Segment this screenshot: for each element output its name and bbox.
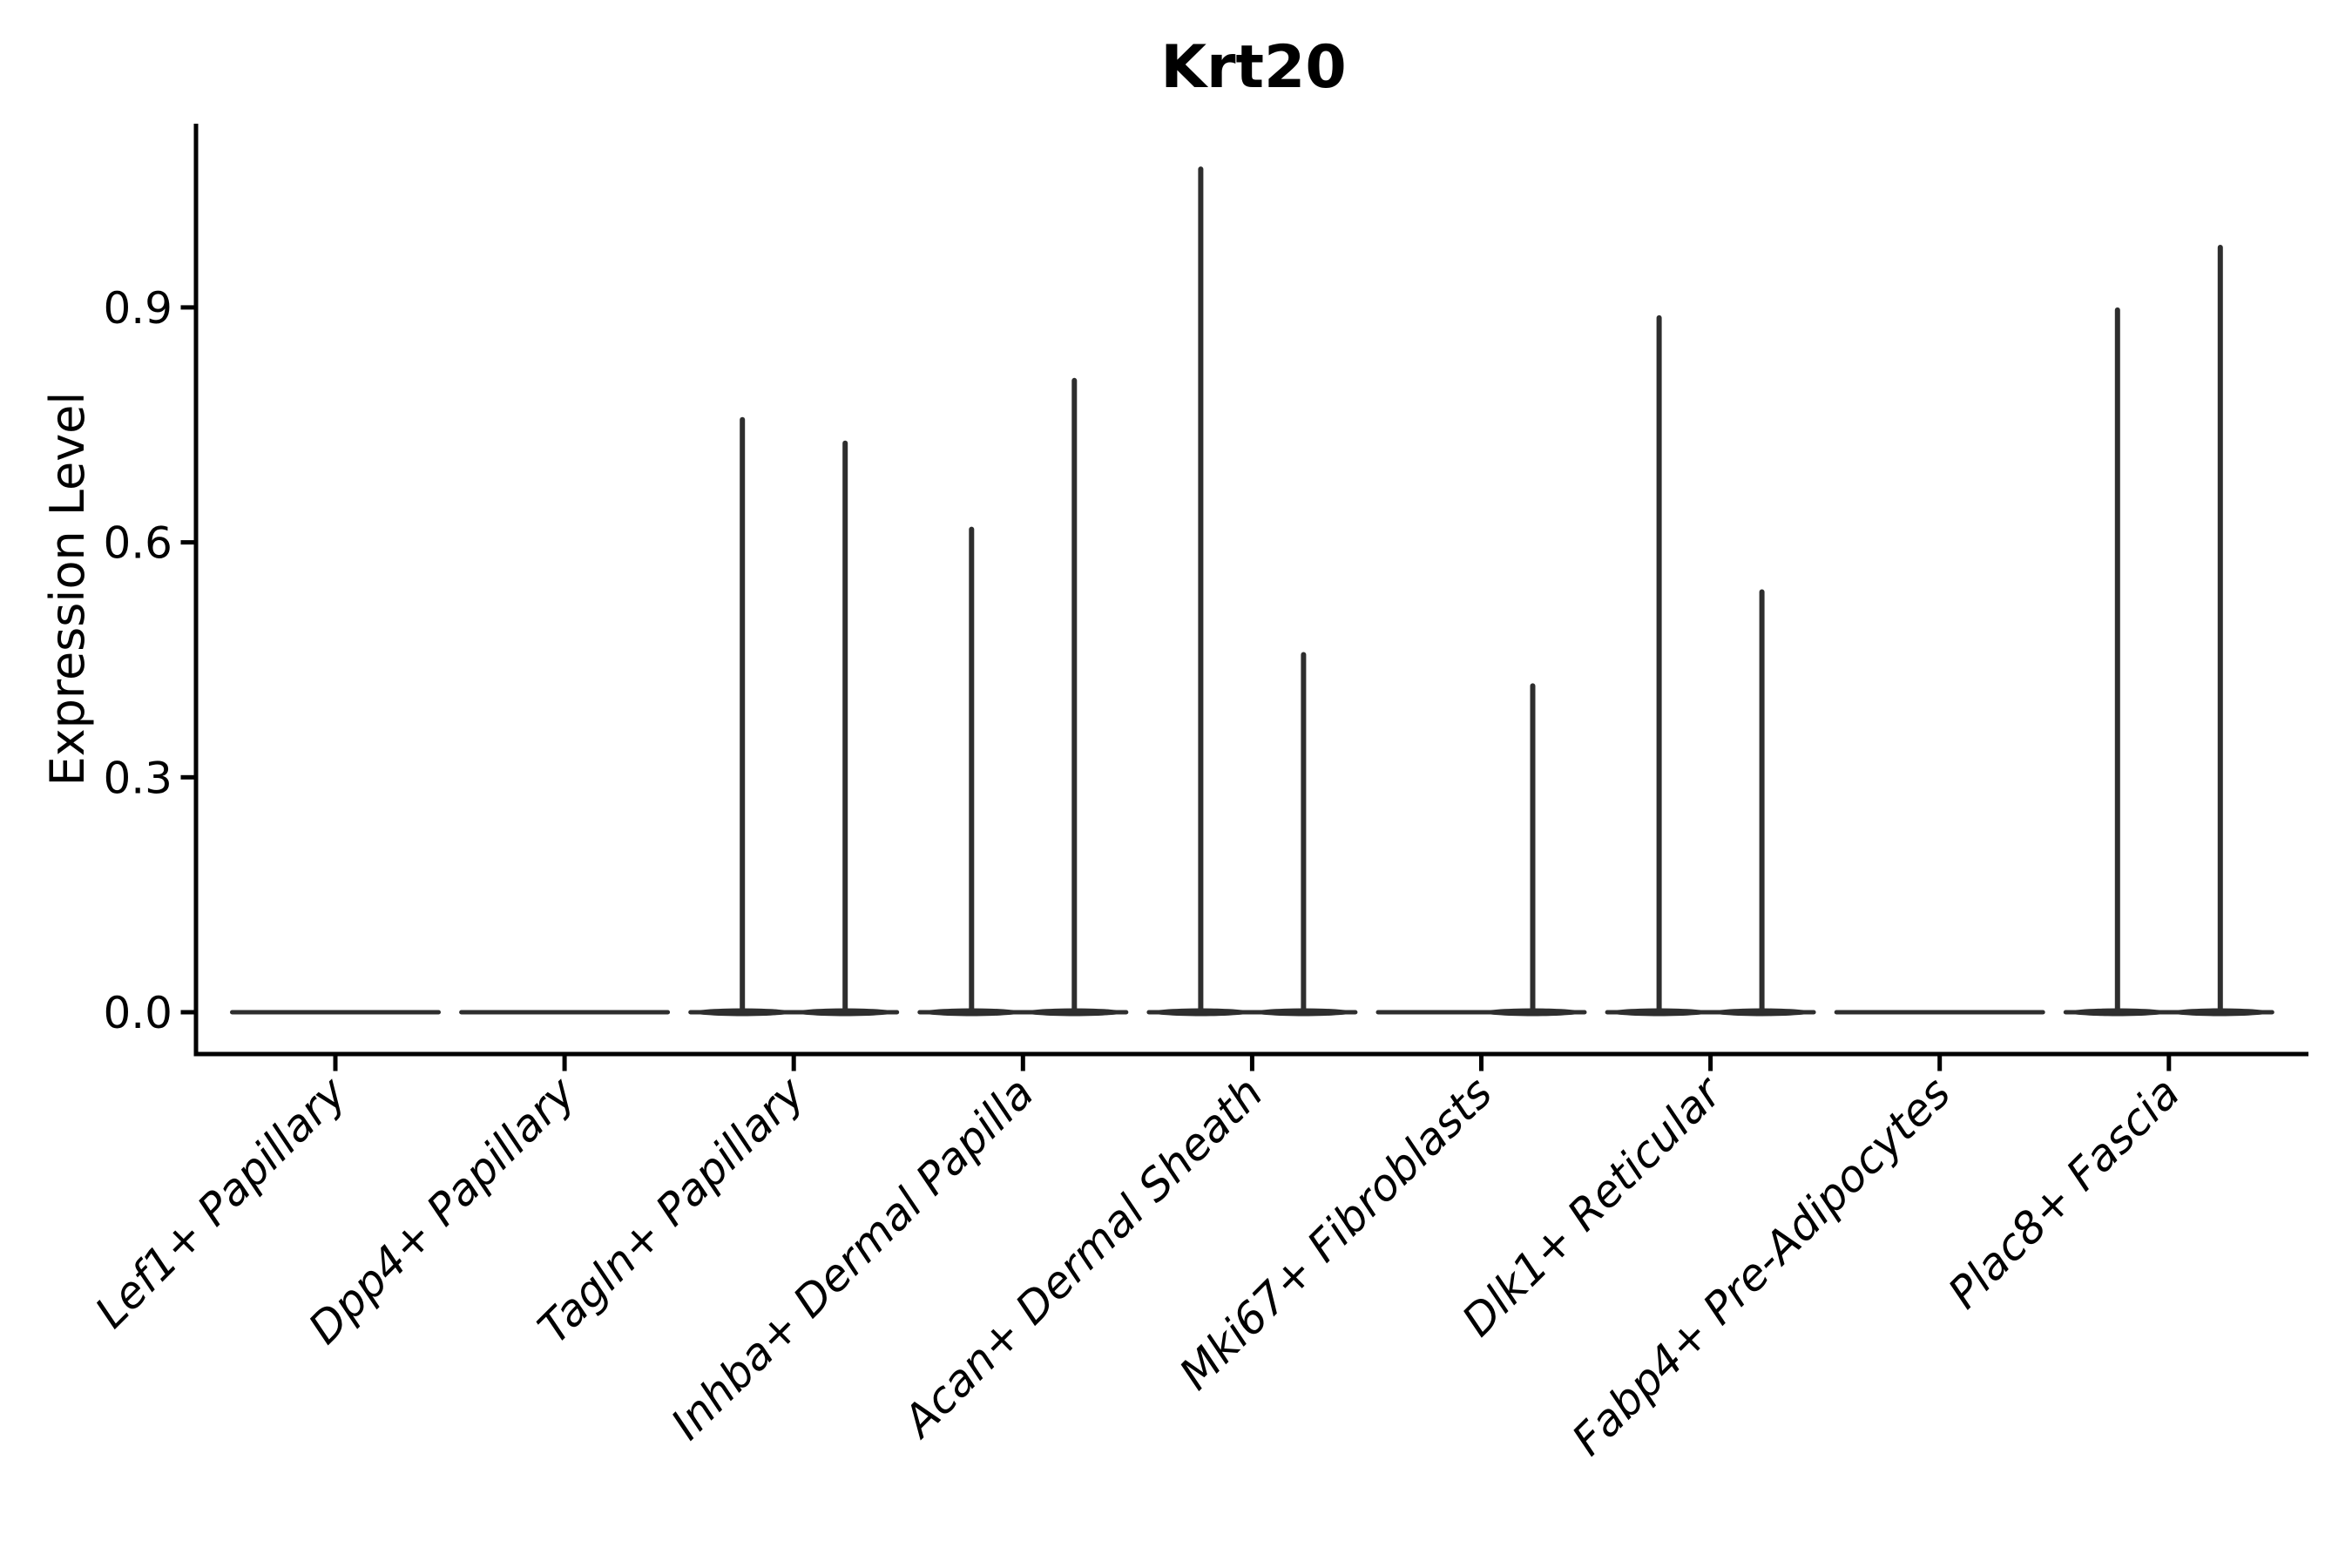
violin-spike — [842, 440, 848, 1013]
violin-8 — [1834, 1010, 2045, 1015]
x-tick — [1479, 1056, 1484, 1071]
x-tick — [562, 1056, 567, 1071]
violin-base-bulge — [794, 1008, 896, 1017]
violin-base — [1834, 1010, 2045, 1015]
y-tick — [180, 305, 194, 310]
violin-base-bulge — [1711, 1008, 1813, 1017]
violin-7 — [1605, 314, 1816, 1017]
x-tick-label: Fabp4+ Pre-Adipocytes — [1563, 1067, 1961, 1465]
violin-spike — [1530, 683, 1536, 1012]
violin-spike — [2114, 307, 2120, 1012]
violin-spike — [1759, 589, 1765, 1012]
violin-9 — [2063, 244, 2274, 1017]
y-tick-label: 0.0 — [103, 988, 172, 1038]
violin-spike — [1301, 652, 1307, 1012]
violin-1 — [230, 1010, 441, 1015]
x-tick — [1937, 1056, 1943, 1071]
y-tick-label: 0.6 — [103, 518, 172, 569]
violin-6 — [1375, 683, 1587, 1017]
violin-base — [230, 1010, 441, 1015]
y-axis-label: Expression Level — [40, 392, 95, 787]
violin-spike — [969, 526, 975, 1012]
x-tick-label: Inhba+ Dermal Papilla — [661, 1067, 1043, 1449]
violin-5 — [1146, 166, 1358, 1017]
x-axis-spine — [193, 1051, 2308, 1057]
violin-spike — [740, 416, 746, 1012]
y-tick-label: 0.3 — [103, 753, 172, 803]
y-tick — [180, 774, 194, 780]
x-tick-label: Plac8+ Fascia — [1938, 1067, 2189, 1318]
violin-4 — [917, 377, 1129, 1017]
y-tick — [180, 1010, 194, 1015]
y-tick — [180, 540, 194, 545]
y-tick-label: 0.9 — [103, 283, 172, 334]
y-axis-spine — [193, 124, 199, 1057]
x-tick — [333, 1056, 338, 1071]
x-tick-label: Acan+ Dermal Sheath — [892, 1067, 1273, 1448]
violin-spike — [1656, 314, 1662, 1012]
violin-spike — [1198, 166, 1204, 1012]
x-tick-label: Lef1+ Papillary — [85, 1066, 356, 1337]
x-tick — [2166, 1056, 2172, 1071]
violin-base — [459, 1010, 671, 1015]
x-tick — [1708, 1056, 1713, 1071]
x-tick — [791, 1056, 796, 1071]
violin-2 — [459, 1010, 671, 1015]
chart-title: Krt20 — [1160, 33, 1346, 102]
x-tick — [1249, 1056, 1254, 1071]
violin-spike — [1071, 377, 1078, 1012]
violin-3 — [688, 416, 900, 1017]
x-tick — [1020, 1056, 1025, 1071]
violin-spike — [2217, 244, 2223, 1013]
